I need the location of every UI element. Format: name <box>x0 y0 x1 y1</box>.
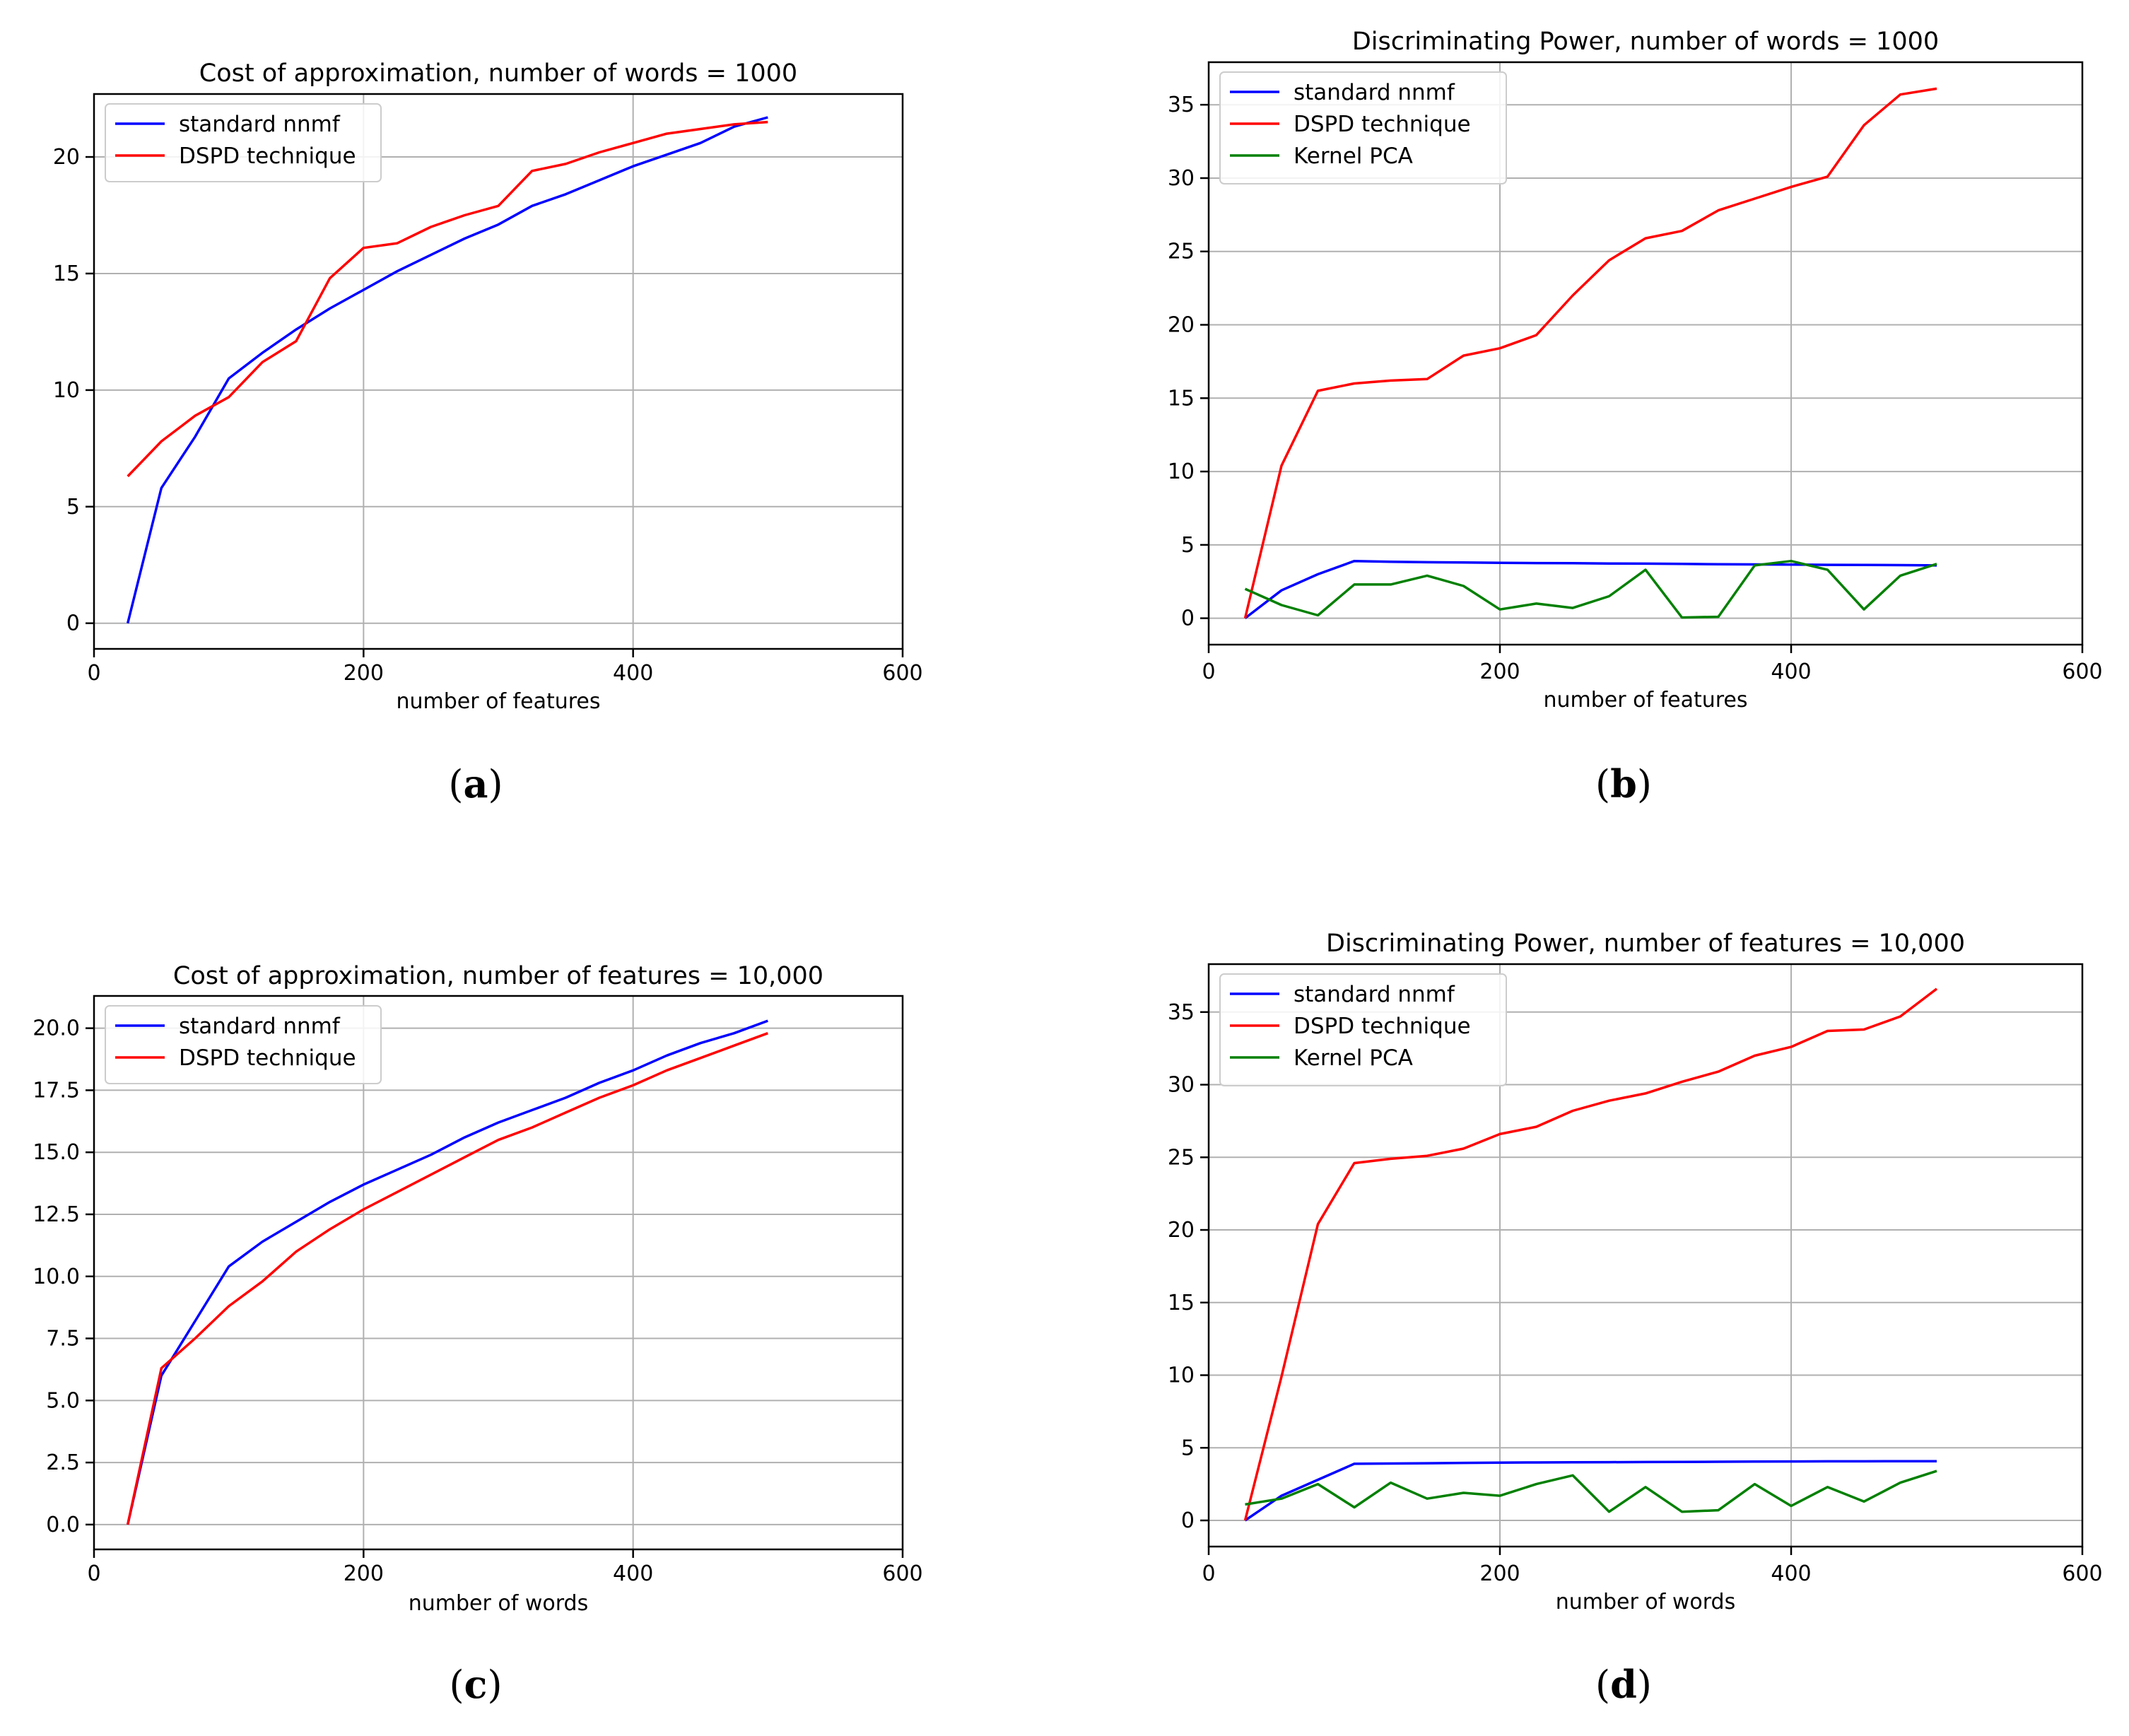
panel-label: (a) <box>448 761 503 807</box>
plot-frame <box>93 93 904 650</box>
x-tick-label: 600 <box>882 1561 922 1586</box>
x-tick-label: 0 <box>87 661 100 686</box>
legend-label: standard nnmf <box>179 112 341 137</box>
y-tick-label: 0.0 <box>46 1513 80 1537</box>
legend-label: DSPD technique <box>179 1045 356 1071</box>
panel-label: (d) <box>1595 1662 1652 1707</box>
y-tick-label: 7.5 <box>46 1327 80 1351</box>
series-line <box>126 1019 768 1525</box>
x-axis-label: number of words <box>409 1591 588 1616</box>
y-tick-label: 0 <box>1181 606 1195 631</box>
chart-title: Cost of approximation, number of feature… <box>173 962 823 990</box>
x-tick-label: 200 <box>344 661 384 686</box>
y-tick-label: 5 <box>1181 533 1195 558</box>
y-tick-label: 35 <box>1168 93 1195 117</box>
y-tick-label: 20 <box>53 145 80 170</box>
legend: standard nnmf DSPD technique Kernel PCA <box>1219 973 1507 1086</box>
series-line <box>127 120 768 478</box>
legend-label: DSPD technique <box>1294 1014 1471 1039</box>
y-tick-label: 25 <box>1168 1145 1195 1170</box>
x-tick-label: 600 <box>2062 659 2102 684</box>
y-tick-label: 10 <box>1168 1363 1195 1388</box>
x-tick-label: 400 <box>613 661 653 686</box>
panel-label: (b) <box>1595 761 1652 807</box>
legend: standard nnmf DSPD technique <box>105 103 382 182</box>
y-tick-label: 2.5 <box>46 1450 80 1475</box>
y-tick-label: 5 <box>1181 1436 1195 1460</box>
legend-box <box>1219 71 1507 184</box>
chart-title: Discriminating Power, number of words = … <box>1352 28 1939 56</box>
legend-label: DSPD technique <box>1294 112 1471 137</box>
y-tick-label: 30 <box>1168 166 1195 191</box>
y-tick-label: 15.0 <box>33 1140 80 1165</box>
legend-label: Kernel PCA <box>1294 1045 1413 1071</box>
x-axis-label: number of words <box>1556 1590 1735 1614</box>
series-line <box>1243 87 1937 619</box>
y-tick-label: 15 <box>1168 1291 1195 1315</box>
x-axis-label: number of features <box>1543 688 1747 712</box>
legend-label: standard nnmf <box>179 1014 341 1039</box>
plot-frame <box>1207 61 2084 646</box>
legend-box <box>105 103 382 182</box>
series-line <box>1244 1460 1937 1522</box>
y-tick-label: 30 <box>1168 1073 1195 1098</box>
chart-a: 0 200 400 600 0 5 10 15 20 Cost of approximation,… <box>53 59 923 807</box>
x-tick-label: 200 <box>1479 659 1520 684</box>
legend: standard nnmf DSPD technique <box>105 1005 382 1084</box>
series-line <box>1243 987 1938 1521</box>
series-line <box>1244 559 1937 619</box>
y-tick-label: 12.5 <box>33 1202 80 1227</box>
y-tick-label: 17.5 <box>33 1078 80 1103</box>
y-tick-label: 0 <box>1181 1508 1195 1533</box>
y-tick-label: 10 <box>1168 459 1195 484</box>
x-tick-label: 600 <box>882 661 922 686</box>
x-tick-label: 0 <box>1202 1561 1215 1586</box>
plot-frame <box>1207 963 2084 1548</box>
x-tick-label: 200 <box>344 1561 384 1586</box>
x-axis-label: number of features <box>396 689 600 714</box>
y-tick-label: 10 <box>53 378 80 403</box>
x-tick-label: 200 <box>1479 1561 1520 1586</box>
series-line <box>1245 1470 1937 1513</box>
x-tick-label: 0 <box>87 1561 100 1586</box>
y-tick-label: 15 <box>53 262 80 286</box>
y-tick-label: 5 <box>66 495 80 520</box>
legend-label: standard nnmf <box>1294 80 1455 105</box>
y-tick-label: 5.0 <box>46 1388 80 1413</box>
legend-label: standard nnmf <box>1294 982 1455 1007</box>
series-line <box>127 116 768 624</box>
y-tick-label: 15 <box>1168 386 1195 411</box>
chart-b: 0 200 400 600 0 5 10 15 20 25 30 35 Discriminating P… <box>1168 28 2103 807</box>
series-line <box>126 1032 768 1525</box>
x-tick-label: 600 <box>2062 1561 2102 1586</box>
y-tick-label: 20 <box>1168 1218 1195 1243</box>
y-tick-label: 25 <box>1168 240 1195 264</box>
plot-frame <box>93 995 904 1551</box>
chart-d: 0 200 400 600 0 5 10 15 20 25 30 35 Discriminating P… <box>1168 929 2103 1707</box>
legend-box <box>1219 973 1507 1086</box>
chart-title: Discriminating Power, number of features… <box>1326 929 1965 958</box>
legend-label: DSPD technique <box>179 143 356 169</box>
x-tick-label: 400 <box>613 1561 653 1586</box>
y-tick-label: 10.0 <box>33 1265 80 1289</box>
y-tick-label: 20 <box>1168 313 1195 338</box>
series-line <box>1244 559 1937 619</box>
legend-box <box>105 1005 382 1084</box>
x-tick-label: 400 <box>1771 659 1811 684</box>
y-tick-label: 35 <box>1168 1000 1195 1025</box>
panel-label: (c) <box>449 1662 502 1707</box>
chart-c: 0 200 400 600 0.0 2.5 5.0 7.5 10.0 12.5 15.0 17.5 20… <box>33 962 922 1707</box>
y-tick-label: 20.0 <box>33 1016 80 1041</box>
x-tick-label: 0 <box>1202 659 1215 684</box>
legend-label: Kernel PCA <box>1294 143 1413 169</box>
y-tick-label: 0 <box>66 611 80 636</box>
legend: standard nnmf DSPD technique Kernel PCA <box>1219 71 1507 184</box>
x-tick-label: 400 <box>1771 1561 1811 1586</box>
chart-title: Cost of approximation, number of words =… <box>199 59 797 88</box>
